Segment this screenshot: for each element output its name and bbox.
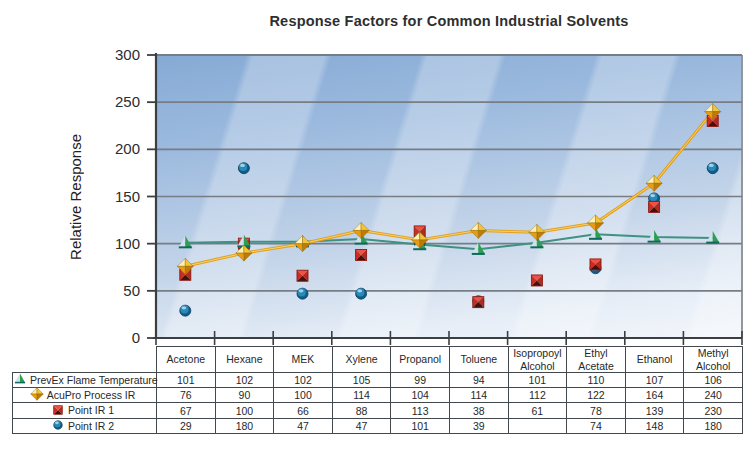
- legend-label: AcuPro Process IR: [47, 389, 136, 401]
- data-point-marker: [588, 215, 604, 231]
- value-cell: 88: [332, 403, 391, 418]
- value-cell: 101: [508, 373, 567, 388]
- legend-label: Point IR 1: [68, 405, 114, 417]
- category-header-cell: Ethanol: [625, 347, 684, 373]
- value-cell: 94: [449, 373, 508, 388]
- value-cell: 99: [391, 373, 450, 388]
- legend-circle-icon: [51, 418, 65, 432]
- value-cell: 104: [391, 388, 450, 403]
- table-header-row: AcetoneHexaneMEKXylenePropanolTolueneIso…: [13, 347, 743, 373]
- legend-marker: [54, 405, 63, 414]
- y-axis-tick-label: 50: [96, 282, 140, 299]
- value-cell: 61: [508, 403, 567, 418]
- table-row: PrevEx Flame Temperature 101102102105999…: [13, 373, 743, 388]
- category-header-cell: Propanol: [391, 347, 450, 373]
- data-point-marker: [356, 249, 367, 260]
- data-point-marker: [529, 224, 545, 240]
- value-cell: [508, 418, 567, 433]
- value-cell: 100: [215, 403, 274, 418]
- value-cell: 180: [684, 418, 743, 433]
- data-point-marker: [649, 201, 660, 212]
- value-cell: 66: [274, 403, 333, 418]
- data-point-marker: [707, 163, 718, 174]
- chart-canvas: Response Factors for Common Industrial S…: [0, 0, 750, 456]
- value-cell: 164: [625, 388, 684, 403]
- value-cell: 29: [157, 418, 216, 433]
- category-header-cell: MEK: [274, 347, 333, 373]
- y-axis-tick-label: 250: [96, 93, 140, 110]
- value-cell: 122: [567, 388, 626, 403]
- value-cell: 114: [449, 388, 508, 403]
- legend-cell: PrevEx Flame Temperature: [13, 373, 157, 388]
- data-point-marker: [353, 222, 369, 238]
- category-header-cell: Hexane: [215, 347, 274, 373]
- legend-cell: Point IR 1: [13, 403, 157, 418]
- data-point-marker: [706, 231, 719, 243]
- value-cell: 110: [567, 373, 626, 388]
- data-point-marker: [473, 297, 484, 308]
- category-header-cell: Acetone: [157, 347, 216, 373]
- data-point-marker: [297, 288, 308, 299]
- y-axis-tick-label: 300: [96, 46, 140, 63]
- legend-square-icon: [51, 403, 65, 417]
- data-point-marker: [180, 305, 191, 316]
- value-cell: 101: [391, 418, 450, 433]
- legend-marker: [54, 421, 63, 430]
- value-cell: 240: [684, 388, 743, 403]
- y-axis-tick-label: 200: [96, 140, 140, 157]
- value-cell: 38: [449, 403, 508, 418]
- value-cell: 105: [332, 373, 391, 388]
- value-cell: 102: [215, 373, 274, 388]
- value-cell: 74: [567, 418, 626, 433]
- value-cell: 47: [274, 418, 333, 433]
- data-point-marker: [238, 163, 249, 174]
- data-point-marker: [297, 270, 308, 281]
- data-point-marker: [590, 259, 601, 270]
- value-cell: 100: [274, 388, 333, 403]
- data-point-marker: [531, 275, 542, 286]
- data-point-marker: [295, 236, 311, 252]
- value-cell: 148: [625, 418, 684, 433]
- legend-cell: AcuPro Process IR: [13, 388, 157, 403]
- legend-diamond-icon: [30, 387, 44, 401]
- data-point-marker: [356, 288, 367, 299]
- data-table: AcetoneHexaneMEKXylenePropanolTolueneIso…: [12, 346, 743, 434]
- y-axis-tick-label: 0: [96, 329, 140, 346]
- table-row: Point IR 1 671006688113386178139230: [13, 403, 743, 418]
- legend-cell: Point IR 2: [13, 418, 157, 433]
- category-header-cell: Isopropoyl Alcohol: [508, 347, 567, 373]
- value-cell: 67: [157, 403, 216, 418]
- value-cell: 114: [332, 388, 391, 403]
- legend-marker: [30, 388, 42, 400]
- value-cell: 107: [625, 373, 684, 388]
- value-cell: 139: [625, 403, 684, 418]
- table-row: AcuPro Process IR 7690100114104114112122…: [13, 388, 743, 403]
- legend-label: PrevEx Flame Temperature: [30, 374, 158, 386]
- table-row: Point IR 2 2918047471013974148180: [13, 418, 743, 433]
- value-cell: 113: [391, 403, 450, 418]
- value-cell: 76: [157, 388, 216, 403]
- value-cell: 230: [684, 403, 743, 418]
- legend-triangle-icon: [13, 372, 27, 386]
- category-header-cell: Ethyl Acetate: [567, 347, 626, 373]
- value-cell: 102: [274, 373, 333, 388]
- value-cell: 180: [215, 418, 274, 433]
- data-point-marker: [470, 222, 486, 238]
- value-cell: 112: [508, 388, 567, 403]
- legend-marker: [15, 374, 25, 383]
- category-header-cell: Methyl Alcohol: [684, 347, 743, 373]
- table-corner-blank: [13, 347, 157, 373]
- data-point-marker: [179, 236, 192, 248]
- value-cell: 47: [332, 418, 391, 433]
- value-cell: 90: [215, 388, 274, 403]
- value-cell: 106: [684, 373, 743, 388]
- category-header-cell: Toluene: [449, 347, 508, 373]
- legend-label: Point IR 2: [68, 420, 114, 432]
- category-header-cell: Xylene: [332, 347, 391, 373]
- y-axis-tick-label: 100: [96, 235, 140, 252]
- value-cell: 78: [567, 403, 626, 418]
- value-cell: 101: [157, 373, 216, 388]
- y-axis-tick-label: 150: [96, 188, 140, 205]
- value-cell: 39: [449, 418, 508, 433]
